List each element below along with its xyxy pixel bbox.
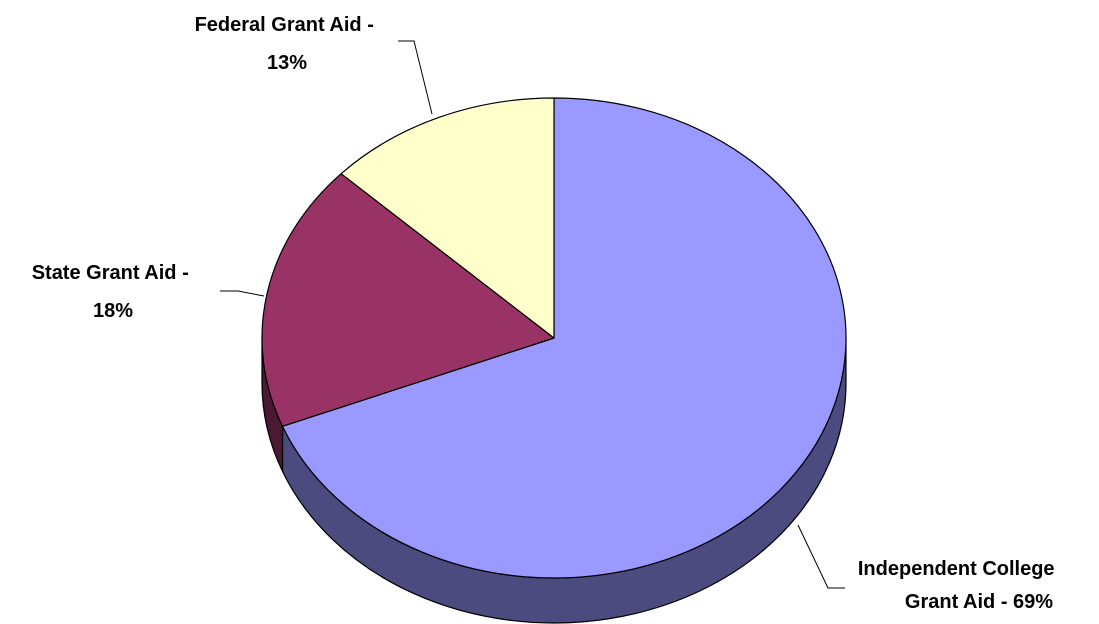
leader-line-0	[797, 524, 845, 589]
pie-slice-federal-grant-aid	[340, 97, 555, 339]
label-state-grant: State Grant Aid - 18%	[32, 262, 195, 322]
label-federal-grant: Federal Grant Aid - 13%	[195, 14, 380, 74]
leader-line-1	[220, 290, 265, 297]
pie-slice-independent-college-grant-aid	[281, 97, 847, 579]
label-leaders	[220, 40, 845, 589]
leader-line-2	[398, 40, 433, 115]
pie-slices	[261, 97, 847, 579]
pie-slice-state-grant-aid	[261, 173, 555, 427]
label-independent-college: Independent College Grant Aid - 69%	[858, 558, 1060, 613]
